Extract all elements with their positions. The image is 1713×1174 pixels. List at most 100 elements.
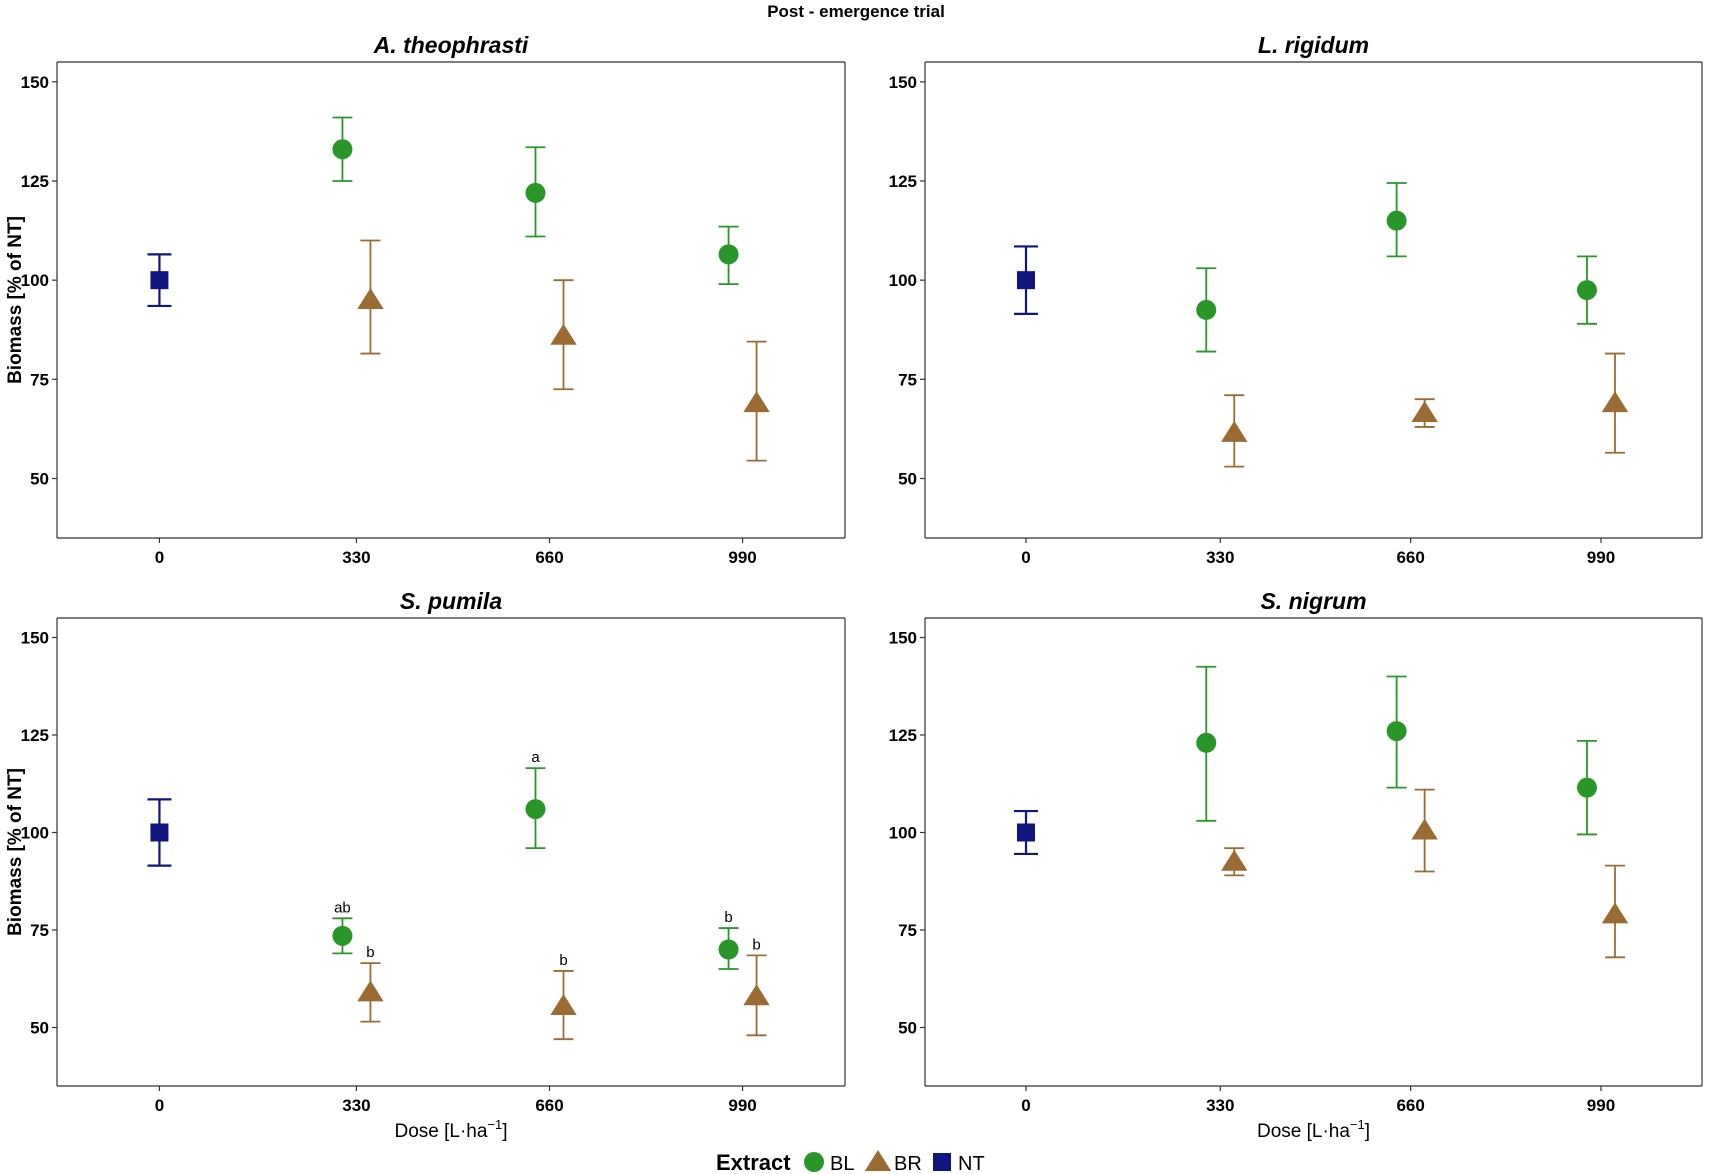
- x-tick-label: 330: [1206, 1096, 1234, 1115]
- y-tick-label: 50: [898, 470, 917, 489]
- data-point-bl: [1576, 280, 1597, 301]
- x-axis-title: Dose [L·ha−1]: [1257, 1117, 1370, 1142]
- data-point-bl: [1196, 732, 1217, 753]
- data-point-br: [550, 323, 577, 345]
- legend-label-br: BR: [894, 1153, 922, 1174]
- series-bl: [1196, 182, 1597, 353]
- y-tick-label: 100: [21, 271, 49, 290]
- legend-title: Extract: [716, 1150, 791, 1174]
- x-tick-label: 660: [535, 548, 563, 567]
- significance-label: b: [559, 952, 567, 969]
- y-tick-label: 150: [889, 73, 917, 92]
- data-point-nt: [150, 271, 169, 290]
- legend: Extract BL BR NT: [716, 1150, 985, 1174]
- y-tick-label: 100: [889, 824, 917, 843]
- data-point-br: [1411, 401, 1438, 423]
- data-point-br: [1221, 420, 1248, 442]
- data-point-nt: [150, 823, 169, 842]
- data-point-bl: [1576, 777, 1597, 798]
- legend-key-br: [864, 1150, 892, 1171]
- y-tick-label: 75: [898, 370, 917, 389]
- data-point-br: [743, 391, 770, 413]
- panel-2: L. rigidum 50 75 100 125 150 0 330 660 990: [889, 32, 1703, 567]
- data-point-bl: [525, 799, 546, 820]
- x-tick-label: 660: [535, 1096, 563, 1115]
- x-tick-label: 0: [1021, 548, 1030, 567]
- figure-title: Post - emergence trial: [767, 2, 945, 21]
- y-axis-title: Biomass [% of NT]: [5, 768, 26, 936]
- data-point-nt: [1017, 823, 1036, 842]
- x-tick-label: 0: [155, 548, 164, 567]
- panel-title: S. pumila: [400, 588, 502, 614]
- data-point-bl: [718, 244, 739, 265]
- data-point-br: [743, 984, 770, 1006]
- series-nt: [1014, 245, 1039, 315]
- series-bl: [332, 116, 739, 286]
- y-tick-label: 125: [889, 726, 917, 745]
- x-tick-label: 990: [728, 1096, 756, 1115]
- panels-group: A. theophrasti 50 75 100 125 150 0 330 660 990 Bio…: [5, 32, 1703, 1174]
- panel-title: L. rigidum: [1258, 32, 1369, 58]
- x-axis-title: Dose [L·ha−1]: [394, 1117, 507, 1142]
- significance-label: a: [531, 749, 540, 766]
- series-br: [1221, 352, 1629, 468]
- y-tick-label: 100: [889, 271, 917, 290]
- data-point-br: [357, 288, 384, 309]
- data-point-br: [1601, 391, 1629, 413]
- significance-label: ab: [334, 899, 351, 916]
- data-point-br: [357, 980, 384, 1002]
- x-tick-label: 990: [1587, 548, 1615, 567]
- data-point-bl: [332, 925, 353, 946]
- panel-3: S. pumila 50 75 100 125 150 0 330 660 990 Biomass …: [5, 588, 846, 1142]
- x-tick-label: 990: [1587, 1096, 1615, 1115]
- significance-label: b: [724, 909, 732, 926]
- series-nt: [147, 253, 172, 308]
- data-point-br: [550, 994, 577, 1016]
- panel-4: S. nigrum 50 75 100 125 150 0 330 660 990 Dose [L·…: [889, 588, 1703, 1142]
- x-tick-label: 330: [342, 548, 370, 567]
- data-point-bl: [1386, 210, 1407, 231]
- series-br: [357, 239, 770, 462]
- data-point-br: [1601, 902, 1629, 924]
- y-tick-label: 50: [30, 470, 49, 489]
- y-axis-title: Biomass [% of NT]: [5, 216, 26, 384]
- legend-key-bl: [804, 1152, 824, 1172]
- significance-label: b: [366, 944, 374, 961]
- series-nt: [1014, 809, 1039, 856]
- x-tick-label: 660: [1396, 1096, 1424, 1115]
- x-tick-label: 990: [728, 548, 756, 567]
- legend-label-bl: BL: [830, 1153, 854, 1174]
- significance-label: b: [752, 936, 760, 953]
- y-tick-label: 125: [21, 726, 49, 745]
- y-tick-label: 125: [889, 172, 917, 191]
- legend-label-nt: NT: [958, 1153, 985, 1174]
- y-tick-label: 50: [30, 1019, 49, 1038]
- data-point-bl: [1386, 721, 1407, 742]
- y-tick-label: 150: [21, 73, 49, 92]
- x-tick-label: 330: [342, 1096, 370, 1115]
- data-point-nt: [1017, 271, 1036, 290]
- y-tick-label: 75: [30, 921, 49, 940]
- x-tick-label: 0: [155, 1096, 164, 1115]
- data-point-br: [1221, 849, 1248, 871]
- x-tick-label: 0: [1021, 1096, 1030, 1115]
- y-tick-label: 125: [21, 172, 49, 191]
- y-tick-label: 100: [21, 824, 49, 843]
- y-tick-label: 150: [21, 629, 49, 648]
- series-bl: [1196, 665, 1597, 836]
- data-point-bl: [332, 139, 353, 160]
- panel-1: A. theophrasti 50 75 100 125 150 0 330 660 990 Bio…: [5, 32, 846, 567]
- y-tick-label: 50: [898, 1019, 917, 1038]
- series-br: [1221, 788, 1629, 959]
- panel-title: S. nigrum: [1260, 588, 1366, 614]
- data-point-br: [1411, 818, 1438, 840]
- y-tick-label: 75: [30, 370, 49, 389]
- x-tick-label: 660: [1396, 548, 1424, 567]
- legend-key-nt: [933, 1153, 951, 1171]
- panel-title: A. theophrasti: [373, 32, 529, 58]
- x-tick-label: 330: [1206, 548, 1234, 567]
- data-point-bl: [525, 182, 546, 203]
- y-tick-label: 150: [889, 629, 917, 648]
